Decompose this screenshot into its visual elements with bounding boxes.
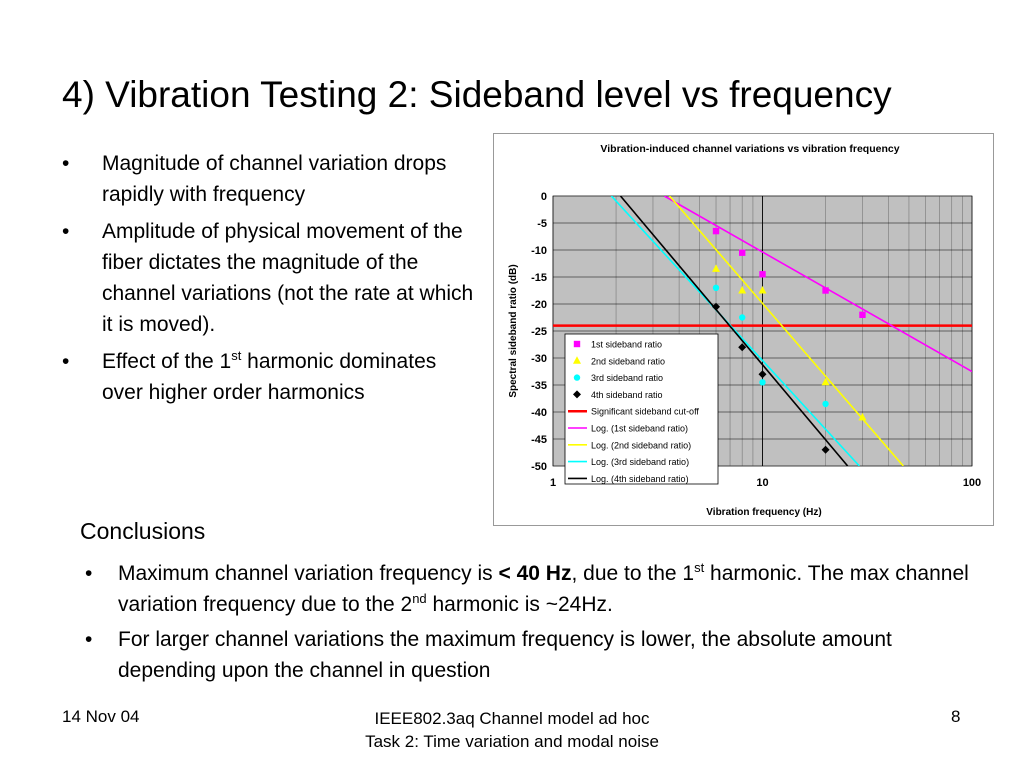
legend-label: 4th sideband ratio	[591, 390, 663, 400]
data-point	[712, 264, 721, 272]
legend-marker	[573, 340, 581, 348]
bullet-text-pre: Effect of the 1	[102, 350, 232, 373]
x-tick-label: 10	[756, 477, 768, 489]
y-tick-label: -5	[537, 218, 547, 230]
data-point	[821, 377, 830, 386]
y-tick-label: 0	[541, 191, 547, 203]
data-point	[822, 400, 829, 408]
bullet-item: • Amplitude of physical movement of the …	[62, 216, 482, 340]
conclusion-text-c: harmonic. The max channel variation freq…	[118, 562, 969, 616]
y-tick-label: -30	[531, 353, 547, 365]
bullet-glyph: •	[85, 562, 93, 585]
chart-svg: Vibration-induced channel variations vs …	[508, 143, 981, 518]
conclusion-item: • For larger channel variations the maxi…	[85, 624, 985, 686]
footer-line-1: IEEE802.3aq Channel model ad hoc	[374, 709, 650, 728]
legend-label: Significant sideband cut-off	[591, 407, 699, 417]
data-point	[712, 284, 720, 291]
data-point	[821, 445, 830, 454]
conclusion-bold-value: < 40 Hz	[498, 562, 572, 585]
conclusions-list: • Maximum channel variation frequency is…	[85, 558, 985, 690]
bullet-item: • Effect of the 1st harmonic dominates o…	[62, 346, 482, 408]
legend-label: 2nd sideband ratio	[591, 356, 665, 366]
bullet-list: • Magnitude of channel variation drops r…	[62, 148, 482, 414]
conclusion-superscript: st	[694, 560, 705, 575]
x-tick-label: 1	[550, 477, 556, 489]
y-tick-label: -40	[531, 407, 547, 419]
data-point	[822, 287, 829, 294]
footer-center: IEEE802.3aq Channel model ad hoc Task 2:…	[300, 707, 724, 753]
data-point	[859, 311, 866, 318]
y-axis-label: Spectral sideband ratio (dB)	[508, 264, 519, 397]
data-point	[758, 370, 767, 379]
data-point	[759, 271, 766, 278]
chart-panel: Vibration-induced channel variations vs …	[493, 133, 994, 526]
footer-line-2: Task 2: Time variation and modal noise	[365, 732, 659, 751]
y-tick-label: -15	[531, 272, 547, 284]
conclusion-item: • Maximum channel variation frequency is…	[85, 558, 985, 620]
bullet-text-post: harmonic dominates over higher order har…	[102, 350, 437, 404]
data-point	[858, 412, 867, 421]
data-point	[738, 343, 747, 352]
conclusion-text-b: , due to the 1	[571, 562, 695, 585]
bullet-glyph: •	[62, 152, 70, 175]
bullet-glyph: •	[62, 350, 70, 373]
trendline	[668, 196, 904, 466]
bullet-item: • Magnitude of channel variation drops r…	[62, 148, 482, 210]
y-tick-label: -35	[531, 380, 547, 392]
bullet-superscript: st	[231, 348, 242, 363]
trendline	[619, 196, 849, 466]
data-point	[759, 379, 766, 386]
data-point	[738, 286, 747, 294]
y-tick-label: -10	[531, 245, 547, 257]
chart-legend	[564, 333, 719, 485]
legend-label: 3rd sideband ratio	[591, 373, 663, 383]
data-point	[758, 286, 767, 294]
x-tick-label: 100	[963, 477, 981, 489]
legend-label: Log. (1st sideband ratio)	[591, 424, 688, 434]
legend-label: Log. (3rd sideband ratio)	[591, 457, 689, 467]
slide-title: 4) Vibration Testing 2: Sideband level v…	[62, 74, 892, 115]
bullet-glyph: •	[85, 628, 93, 651]
data-point	[738, 249, 746, 256]
legend-label: Log. (2nd sideband ratio)	[591, 440, 691, 450]
legend-marker	[573, 374, 581, 381]
conclusions-heading: Conclusions	[80, 518, 206, 544]
y-tick-label: -45	[531, 434, 547, 446]
conclusion-text-a: Maximum channel variation frequency is	[118, 562, 499, 585]
x-axis-label: Vibration frequency (Hz)	[706, 507, 821, 518]
data-point	[712, 227, 720, 235]
legend-label: 1st sideband ratio	[591, 340, 662, 350]
conclusion-text-d: harmonic is ~24Hz.	[426, 593, 613, 616]
data-point	[738, 314, 746, 321]
legend-marker	[573, 390, 581, 399]
footer-date: 14 Nov 04	[62, 707, 140, 726]
conclusion-superscript: nd	[412, 591, 427, 606]
chart-title: Vibration-induced channel variations vs …	[600, 143, 899, 155]
y-tick-label: -20	[531, 299, 547, 311]
trendline	[610, 196, 860, 466]
data-point	[712, 302, 721, 311]
bullet-text: Magnitude of channel variation drops rap…	[102, 152, 447, 206]
trendline	[663, 196, 972, 373]
footer-page-number: 8	[951, 707, 961, 726]
bullet-glyph: •	[62, 220, 70, 243]
conclusion-text-a: For larger channel variations the maximu…	[118, 628, 892, 682]
y-tick-label: -50	[531, 461, 547, 473]
bullet-text: Amplitude of physical movement of the fi…	[102, 220, 474, 336]
legend-label: Log. (4th sideband ratio)	[591, 474, 689, 484]
legend-marker	[573, 356, 581, 364]
y-tick-label: -25	[531, 326, 547, 338]
plot-series-group	[553, 196, 972, 466]
